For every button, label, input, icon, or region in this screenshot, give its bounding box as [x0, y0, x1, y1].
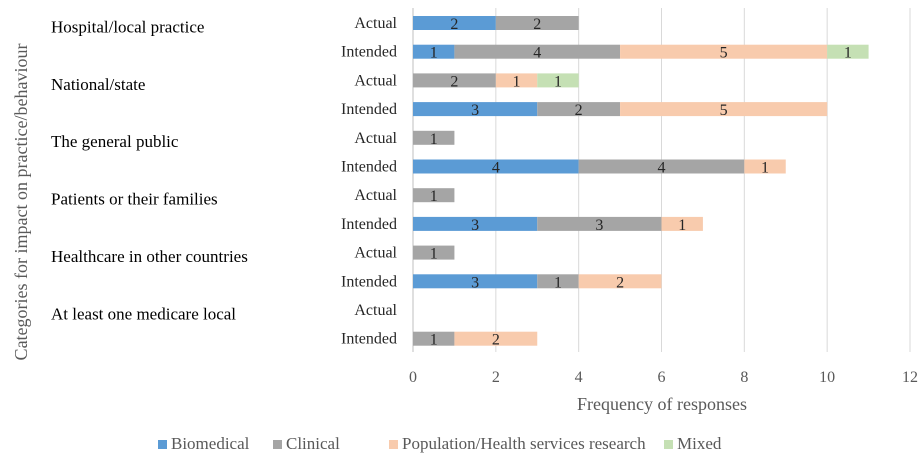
- segment-value-label: 5: [720, 45, 728, 62]
- segment-value-label: 1: [554, 73, 562, 90]
- bar-segment: [620, 44, 828, 59]
- legend: Biomedical Clinical Population/Health serv…: [158, 434, 722, 453]
- bar-label: Intended: [341, 331, 397, 348]
- segment-value-label: 3: [471, 274, 479, 291]
- segment-value-label: 1: [844, 45, 852, 62]
- segment-value-label: 1: [430, 246, 438, 263]
- gridlines: [412, 8, 911, 352]
- legend-label: Population/Health services research: [402, 434, 646, 453]
- x-axis-ticks: 0 2 4 6 8 10 12: [409, 369, 918, 386]
- category-label: National/state: [51, 75, 145, 94]
- bar-labels: Actual Intended Actual Intended Actual Intend…: [341, 15, 398, 348]
- category-labels: Hospital/local practice National/state The…: [51, 17, 248, 323]
- bars: 2 21 4 5 12 1 13 2 514 4 113 3 113 1 21 2: [413, 16, 869, 349]
- bar-segment: [413, 159, 579, 174]
- bar-segment: [495, 16, 579, 30]
- bar-segment: [413, 16, 496, 30]
- segment-value-label: 1: [430, 131, 438, 148]
- legend-swatch: [664, 440, 673, 449]
- legend-swatch: [389, 440, 398, 449]
- bar-label: Actual: [354, 15, 397, 32]
- x-tick-label: 0: [409, 369, 417, 386]
- bar-label: Actual: [354, 72, 397, 89]
- segment-value-label: 1: [761, 160, 769, 177]
- bar-segment: [537, 73, 579, 88]
- x-tick-label: 12: [902, 369, 918, 386]
- segment-value-label: 4: [533, 45, 541, 62]
- bar-segment: [537, 102, 621, 117]
- bar-segment: [413, 130, 455, 145]
- category-label: The general public: [51, 132, 179, 151]
- category-label: At least one medicare local: [51, 304, 236, 323]
- segment-value-label: 3: [471, 102, 479, 119]
- bar-segment: [413, 245, 455, 260]
- bar-segment: [454, 331, 538, 346]
- bar-label: Actual: [354, 187, 397, 204]
- segment-value-label: 2: [575, 102, 583, 119]
- bar-label: Intended: [341, 216, 397, 233]
- segment-value-label: 1: [430, 332, 438, 349]
- category-label: Hospital/local practice: [51, 17, 204, 36]
- legend-label: Biomedical: [171, 434, 250, 453]
- bar-label: Intended: [341, 159, 397, 176]
- segment-value-label: 2: [533, 16, 541, 33]
- segment-value-label: 4: [658, 160, 666, 177]
- bar-segment: [454, 44, 621, 59]
- bar-label: Actual: [354, 130, 397, 147]
- bar-segment: [413, 102, 538, 117]
- segment-value-label: 3: [471, 217, 479, 234]
- category-label: Patients or their families: [51, 190, 218, 209]
- x-tick-label: 4: [575, 369, 583, 386]
- bar-segment: [537, 216, 662, 231]
- bar-segment: [578, 274, 662, 289]
- bar-segment: [413, 188, 455, 203]
- segment-value-label: 4: [492, 160, 500, 177]
- bar-label: Intended: [341, 44, 397, 61]
- segment-value-label: 1: [554, 274, 562, 291]
- legend-label: Clinical: [286, 434, 340, 453]
- legend-swatch: [158, 440, 167, 449]
- x-tick-label: 8: [740, 369, 748, 386]
- legend-swatch: [273, 440, 282, 449]
- bar-segment: [744, 159, 786, 174]
- segment-value-label: 2: [450, 16, 458, 33]
- bar-segment: [578, 159, 745, 174]
- y-axis-title: Categories for impact on practice/behavi…: [11, 44, 31, 361]
- segment-value-label: 2: [450, 73, 458, 90]
- segment-value-label: 2: [616, 274, 624, 291]
- legend-label: Mixed: [677, 434, 722, 453]
- bar-segment: [413, 331, 455, 346]
- bar-segment: [495, 73, 538, 88]
- x-tick-label: 10: [819, 369, 835, 386]
- segment-value-label: 1: [430, 45, 438, 62]
- segment-value-label: 3: [595, 217, 603, 234]
- bar-segment: [413, 44, 455, 59]
- x-axis-title: Frequency of responses: [577, 394, 747, 414]
- segment-value-label: 1: [678, 217, 686, 234]
- bar-label: Actual: [354, 245, 397, 262]
- category-label: Healthcare in other countries: [51, 247, 248, 266]
- segment-value-label: 5: [720, 102, 728, 119]
- x-tick-label: 2: [492, 369, 500, 386]
- bar-segment: [413, 274, 538, 289]
- bar-segment: [661, 216, 703, 231]
- bar-label: Intended: [341, 273, 397, 290]
- segment-value-label: 2: [492, 332, 500, 349]
- bar-segment: [413, 73, 496, 88]
- bar-segment: [620, 102, 828, 117]
- bar-segment: [413, 216, 538, 231]
- segment-value-label: 1: [513, 73, 521, 90]
- bar-label: Intended: [341, 101, 397, 118]
- bar-segment: [827, 44, 869, 59]
- x-tick-label: 6: [658, 369, 666, 386]
- bar-label: Actual: [354, 302, 397, 319]
- segment-value-label: 1: [430, 188, 438, 205]
- bar-segment: [537, 274, 579, 289]
